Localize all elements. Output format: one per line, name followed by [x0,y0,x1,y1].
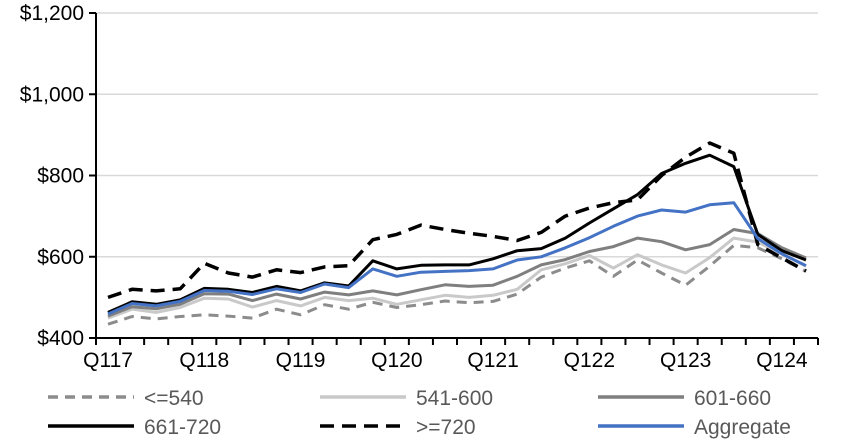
y-axis-label: $1,200 [20,2,84,25]
x-axis-label: Q124 [756,349,808,372]
legend-label: Aggregate [694,416,791,439]
y-axis-label: $1,000 [20,83,84,106]
series-line-601-660 [107,228,807,318]
x-axis-label: Q120 [371,349,422,372]
y-axis-label: $400 [37,327,84,350]
legend-label: <=540 [144,387,204,410]
legend-label: 601-660 [694,387,771,410]
x-axis-label: Q123 [660,349,711,372]
series-line-661-720 [107,153,807,314]
x-axis-label: Q118 [179,349,229,372]
legend-label: 541-600 [416,387,493,410]
x-axis-label: Q117 [83,349,133,372]
legend-label: >=720 [416,416,476,439]
x-axis-label: Q121 [467,349,518,372]
legend-label: 661-720 [144,416,221,439]
x-axis-label: Q122 [564,349,615,372]
y-axis-label: $600 [37,246,84,269]
y-axis-label: $800 [37,165,84,188]
series-line-aggregate [107,201,807,316]
series-line--540 [107,243,807,326]
series-line-541-600 [107,236,807,320]
series-line--720 [107,141,807,300]
x-axis-label: Q119 [276,349,326,372]
